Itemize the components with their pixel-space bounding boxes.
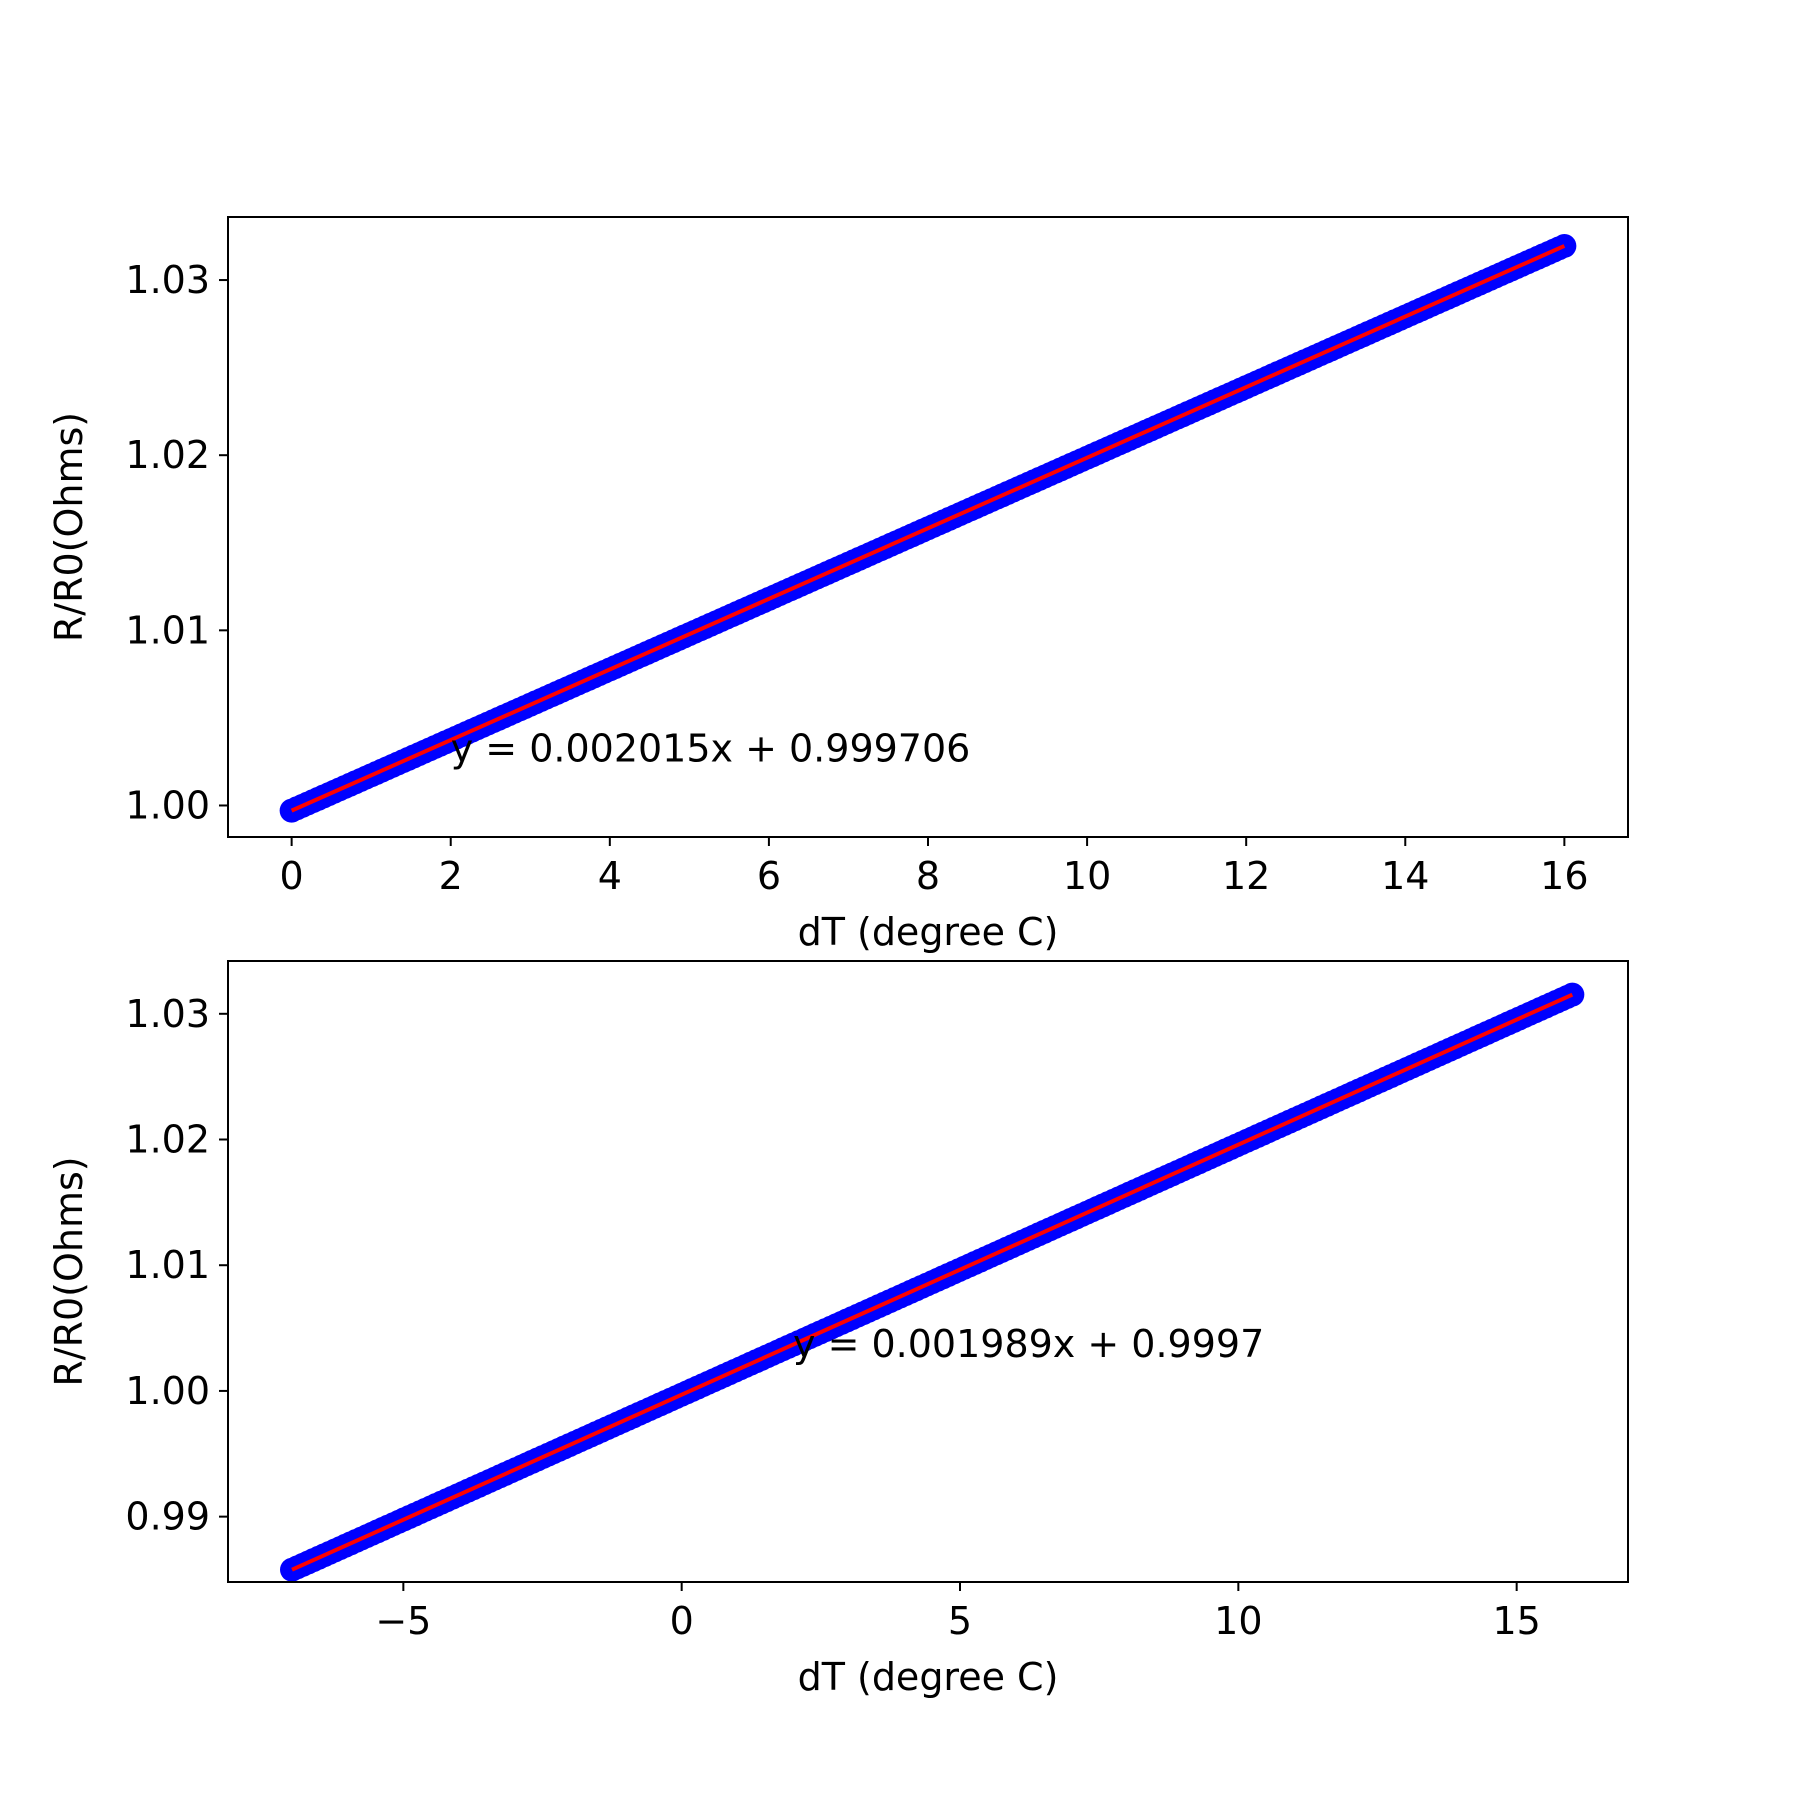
x-tick-label: 8 xyxy=(916,854,940,898)
axes-frame xyxy=(227,960,1629,1583)
y-axis-label: R/R0(Ohms) xyxy=(47,412,91,642)
y-tick-label: 1.00 xyxy=(125,1369,210,1413)
y-tick-label: 1.02 xyxy=(125,1118,210,1162)
y-tick-label: 0.99 xyxy=(125,1495,210,1539)
fit-equation-annotation: y = 0.002015x + 0.999706 xyxy=(451,727,971,771)
x-tick-label: 12 xyxy=(1222,854,1270,898)
x-axis-label: dT (degree C) xyxy=(798,910,1059,954)
x-tick-label: 6 xyxy=(757,854,781,898)
x-tick-label: 14 xyxy=(1381,854,1429,898)
x-tick-label: −5 xyxy=(375,1599,431,1643)
x-tick-label: 5 xyxy=(948,1599,972,1643)
x-tick-label: 16 xyxy=(1540,854,1588,898)
y-tick-label: 1.03 xyxy=(125,258,210,302)
y-tick-label: 1.01 xyxy=(125,1243,210,1287)
y-tick-label: 1.03 xyxy=(125,992,210,1036)
x-tick-label: 10 xyxy=(1214,1599,1262,1643)
subplot-top: 0 2 4 6 8 10 12 14 16 1.00 1.01 1.02 1.03 dT (degree … xyxy=(47,216,1629,954)
x-axis-label: dT (degree C) xyxy=(798,1655,1059,1699)
subplot-bottom: −5 0 5 10 15 0.99 1.00 1.01 1.02 1.03 dT (degree C… xyxy=(47,960,1629,1699)
y-tick-label: 1.00 xyxy=(125,783,210,827)
y-tick-label: 1.01 xyxy=(125,608,210,652)
x-tick-label: 0 xyxy=(670,1599,694,1643)
x-tick-label: 0 xyxy=(280,854,304,898)
x-tick-label: 10 xyxy=(1063,854,1111,898)
x-tick-label: 15 xyxy=(1492,1599,1540,1643)
x-tick-label: 2 xyxy=(439,854,463,898)
y-axis-label: R/R0(Ohms) xyxy=(47,1156,91,1386)
y-tick-label: 1.02 xyxy=(125,433,210,477)
x-tick-label: 4 xyxy=(598,854,622,898)
fit-line xyxy=(291,992,1574,1572)
fit-equation-annotation: y = 0.001989x + 0.9997 xyxy=(793,1322,1264,1366)
fit-line xyxy=(290,244,1566,813)
